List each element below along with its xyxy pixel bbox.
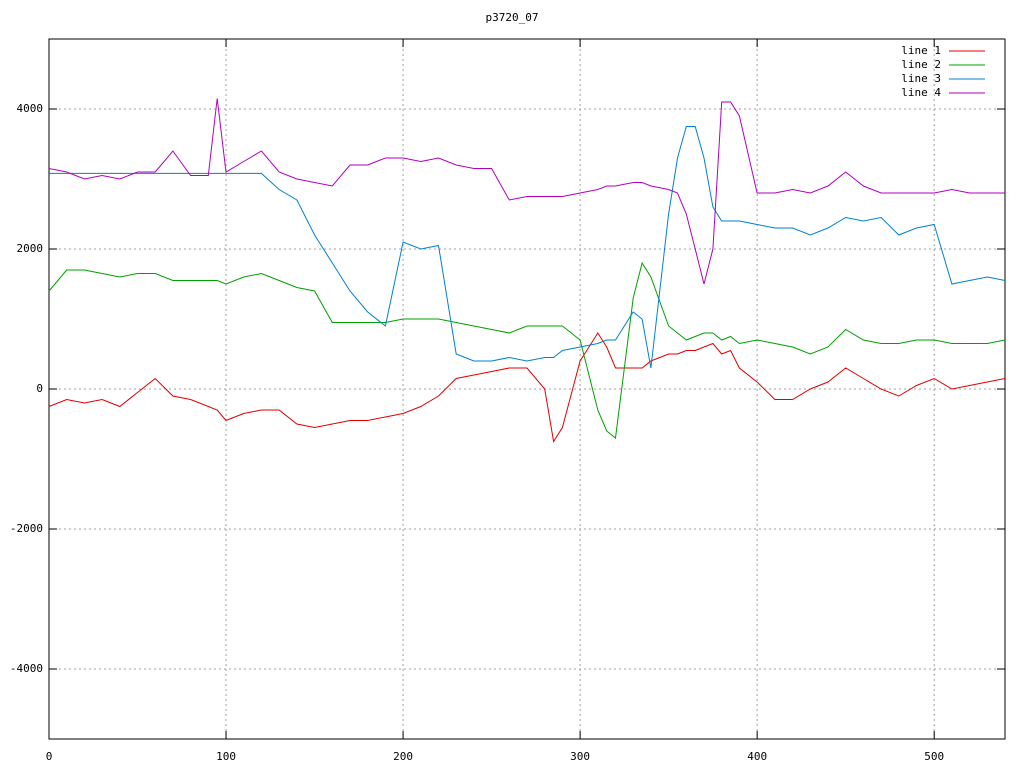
x-tick-label: 300 [570,750,590,763]
y-tick-label: -2000 [10,522,43,535]
data-line [48,261,1006,439]
y-tick-label: 4000 [17,102,44,115]
data-line [48,98,1005,285]
x-tick-label: 400 [747,750,767,763]
y-tick-label: 2000 [17,242,44,255]
legend-label: line 3 [901,72,941,85]
legend-label: line 1 [901,44,941,57]
x-tick-label: 0 [46,750,53,763]
data-line [49,126,1006,369]
chart-title: p3720_07 [486,11,539,24]
legend-label: line 4 [901,86,941,99]
y-tick-label: 0 [36,382,43,395]
y-tick-label: -4000 [10,662,43,675]
x-tick-label: 100 [216,750,236,763]
plot-border [48,38,1006,740]
data-line [48,332,1006,443]
x-tick-label: 500 [924,750,944,763]
x-tick-label: 200 [393,750,413,763]
legend-label: line 2 [901,58,941,71]
